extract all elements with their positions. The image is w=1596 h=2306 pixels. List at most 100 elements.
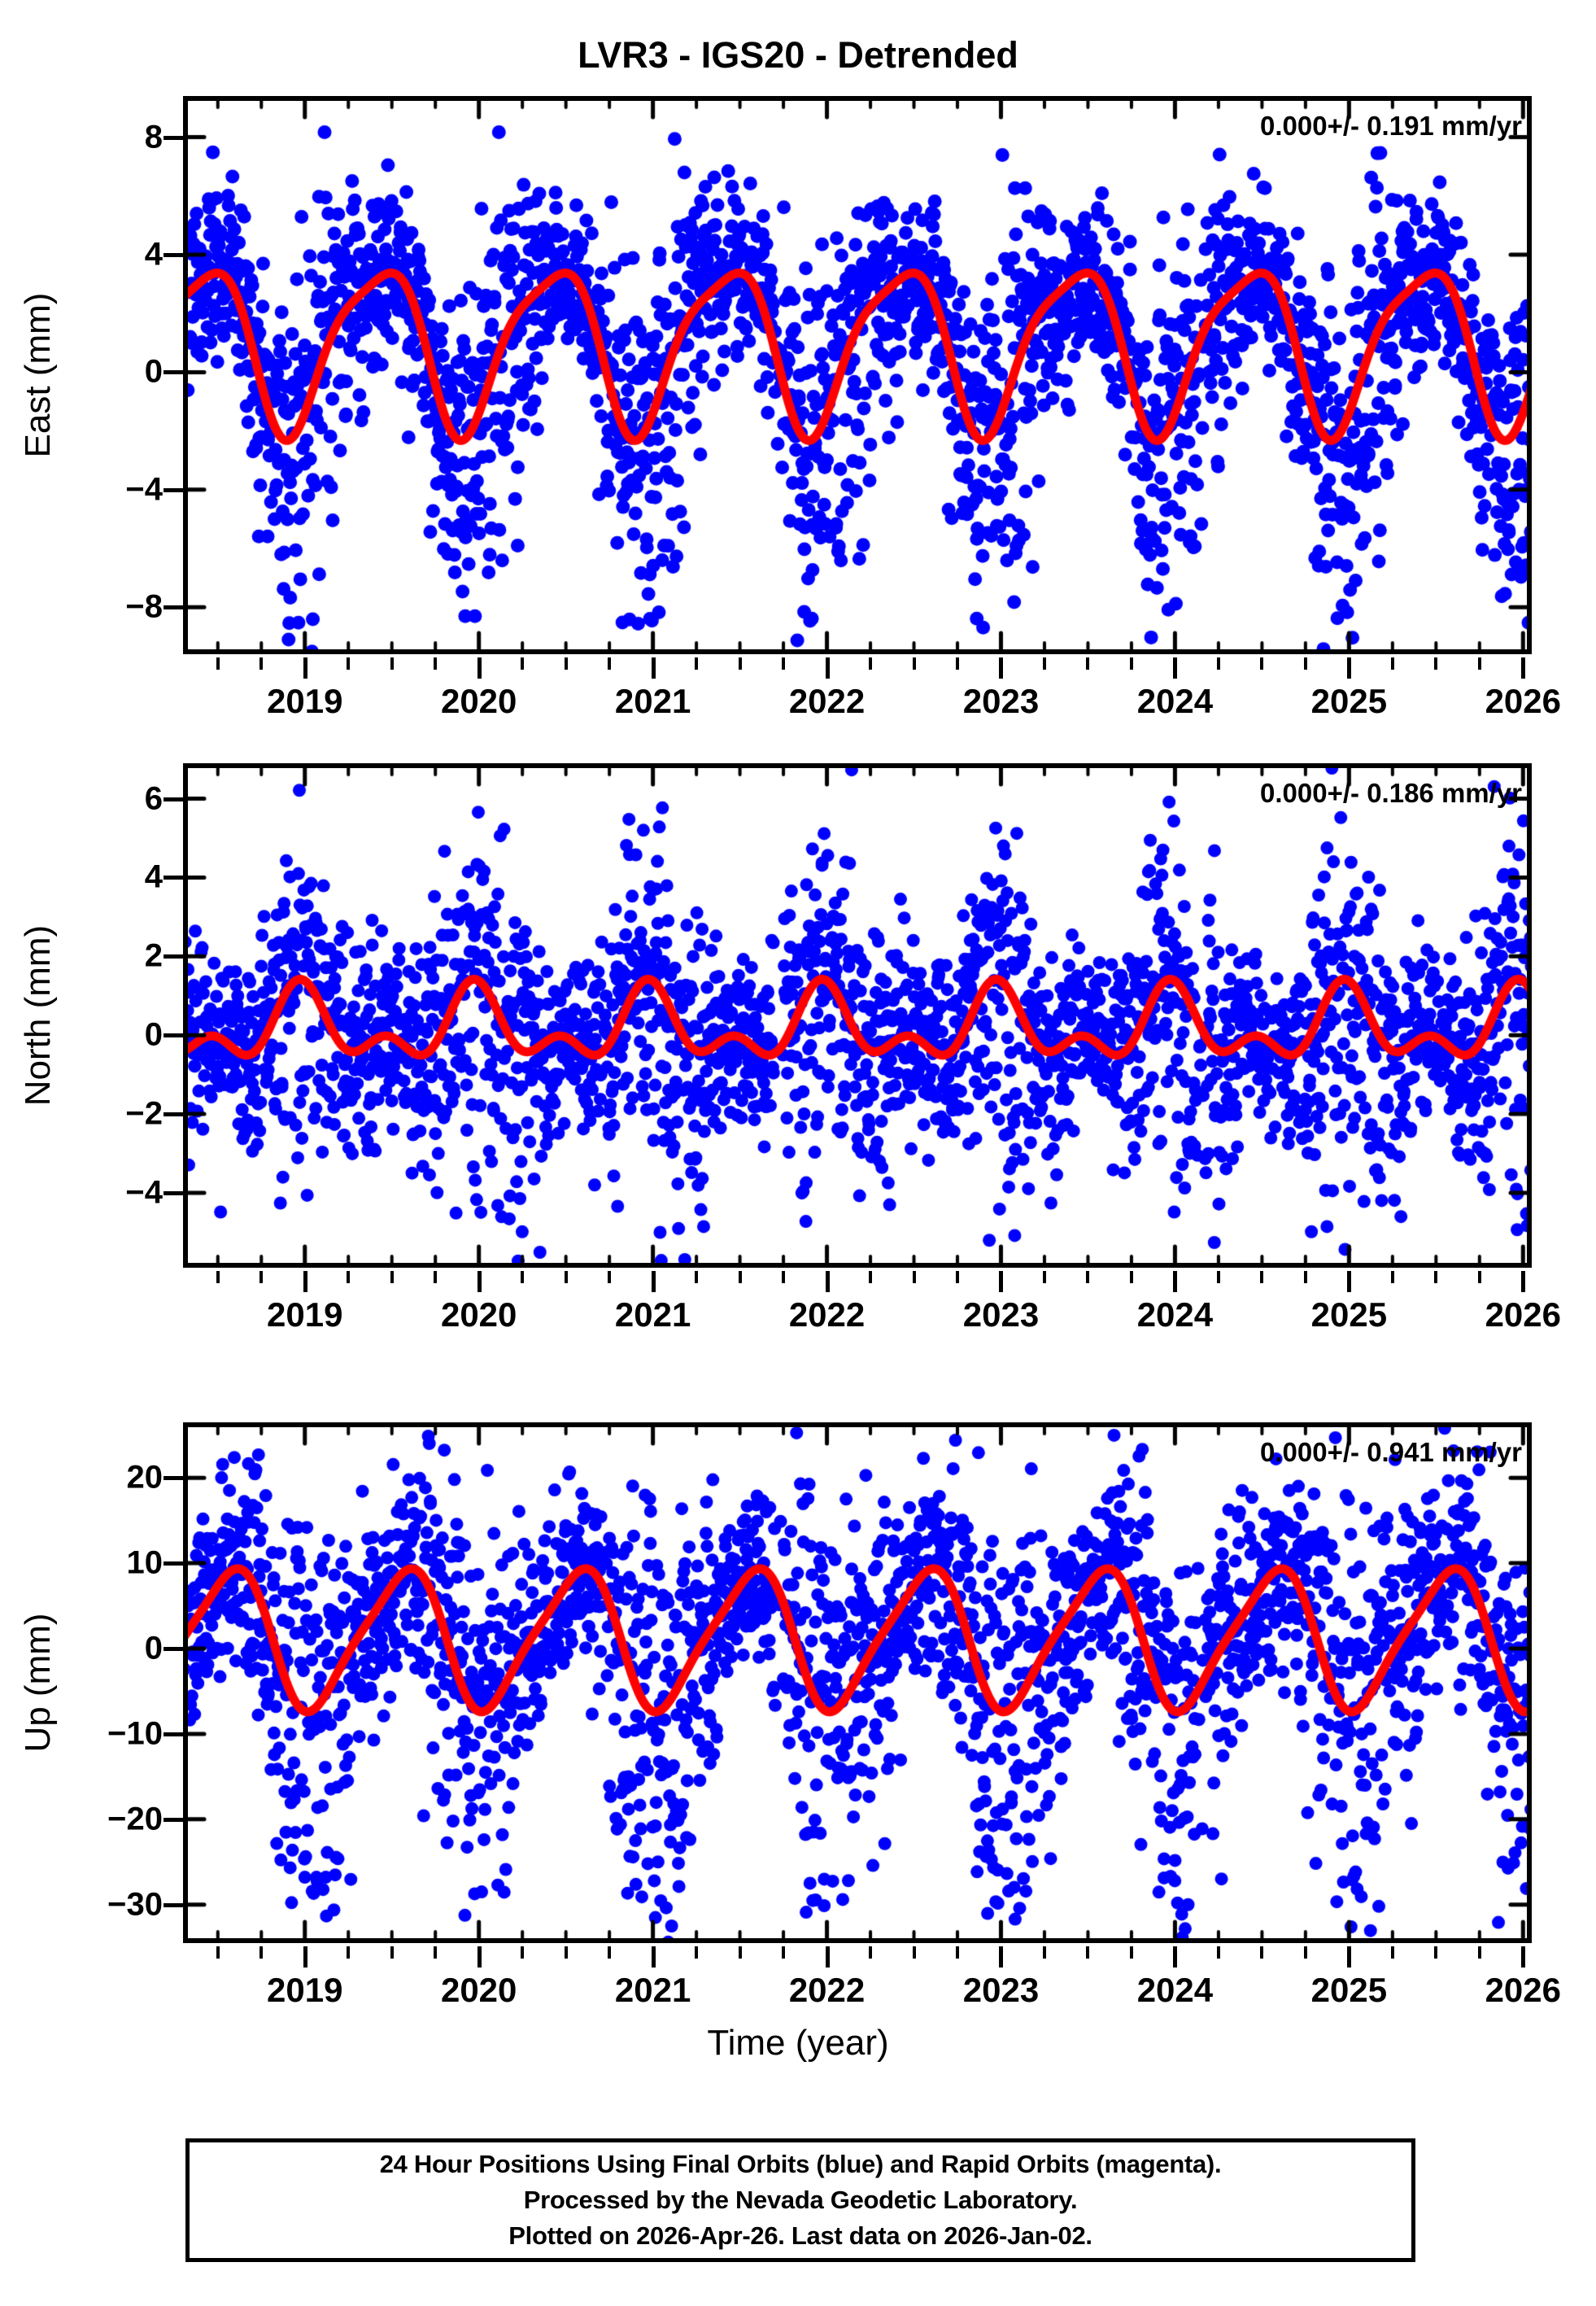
y-tick-label: 20: [126, 1459, 164, 1496]
y-tick-label: −8: [125, 588, 163, 625]
x-tick-label: 2020: [440, 682, 517, 720]
x-minor-tick-mark: [695, 1946, 699, 1959]
x-minor-tick-mark: [869, 1946, 873, 1959]
x-minor-tick-mark: [1129, 1271, 1133, 1283]
y-tick-label: −2: [125, 1095, 163, 1132]
x-minor-tick-mark: [347, 1946, 351, 1959]
x-tick-mark: [477, 1271, 482, 1292]
caption-box: 24 Hour Positions Using Final Orbits (bl…: [185, 2138, 1415, 2262]
x-minor-tick-mark: [608, 657, 612, 670]
x-tick-label: 2026: [1485, 682, 1562, 720]
x-minor-tick-mark: [1216, 657, 1220, 670]
y-tick-mark: [164, 1190, 183, 1195]
x-minor-tick-mark: [1042, 657, 1046, 670]
x-tick-label: 2021: [614, 1295, 691, 1334]
x-minor-tick-mark: [738, 1271, 742, 1283]
y-tick-label: 4: [144, 236, 163, 273]
x-minor-tick-mark: [1129, 1946, 1133, 1959]
y-tick-label: 8: [144, 119, 163, 155]
x-minor-tick-mark: [1303, 657, 1307, 670]
y-tick-label: 10: [126, 1544, 164, 1581]
x-minor-tick-mark: [564, 657, 568, 670]
x-minor-tick-mark: [1390, 1271, 1394, 1283]
panel-east: [183, 96, 1532, 654]
x-minor-tick-mark: [521, 1271, 525, 1283]
x-minor-tick-mark: [564, 1946, 568, 1959]
y-tick-mark: [164, 797, 183, 801]
x-minor-tick-mark: [1129, 657, 1133, 670]
x-tick-mark: [1173, 1271, 1178, 1292]
x-minor-tick-mark: [216, 657, 220, 670]
panel-east-plot-area: [183, 96, 1532, 654]
x-tick-mark: [825, 1271, 830, 1292]
x-tick-mark: [999, 1946, 1004, 1968]
page-title: LVR3 - IGS20 - Detrended: [578, 34, 1018, 76]
x-tick-mark: [303, 657, 307, 679]
x-tick-label: 2023: [962, 1971, 1040, 2009]
panel-north: [183, 763, 1532, 1268]
x-tick-label: 2022: [788, 682, 866, 720]
y-tick-mark: [164, 487, 183, 492]
x-tick-label: 2020: [440, 1971, 517, 2009]
y-tick-mark: [164, 1561, 183, 1566]
x-tick-mark: [825, 1946, 830, 1968]
y-tick-mark: [164, 1902, 183, 1907]
x-minor-tick-mark: [1260, 1271, 1264, 1283]
x-tick-label: 2025: [1310, 1295, 1388, 1334]
x-tick-label: 2024: [1136, 1971, 1214, 2009]
x-minor-tick-mark: [1042, 1271, 1046, 1283]
x-tick-label: 2019: [267, 1971, 343, 2009]
x-tick-mark: [651, 657, 656, 679]
panel-east-rate-label: 0.000+/- 0.191 mm/yr: [1260, 111, 1522, 141]
x-tick-mark: [1347, 1271, 1352, 1292]
x-minor-tick-mark: [738, 1946, 742, 1959]
x-tick-mark: [1521, 1946, 1526, 1968]
y-tick-label: 2: [144, 937, 163, 974]
x-minor-tick-mark: [956, 1271, 959, 1283]
x-minor-tick-mark: [782, 657, 786, 670]
y-tick-mark: [164, 1817, 183, 1822]
x-minor-tick-mark: [216, 1946, 220, 1959]
x-minor-tick-mark: [912, 1271, 916, 1283]
caption-line-2: Processed by the Nevada Geodetic Laborat…: [523, 2186, 1078, 2214]
x-tick-mark: [999, 1271, 1004, 1292]
y-tick-mark: [164, 1732, 183, 1736]
x-tick-label: 2021: [614, 1971, 691, 2009]
x-minor-tick-mark: [347, 1271, 351, 1283]
x-minor-tick-mark: [390, 1271, 394, 1283]
y-tick-label: 6: [144, 780, 163, 817]
x-minor-tick-mark: [521, 657, 525, 670]
x-tick-label: 2026: [1485, 1971, 1562, 2009]
x-minor-tick-mark: [738, 657, 742, 670]
panel-north-y-axis-label: North (mm): [18, 924, 58, 1107]
panel-north-rate-label: 0.000+/- 0.186 mm/yr: [1260, 778, 1522, 808]
x-minor-tick-mark: [521, 1946, 525, 1959]
x-tick-label: 2023: [962, 682, 1040, 720]
x-tick-mark: [1347, 1946, 1352, 1968]
x-minor-tick-mark: [1216, 1946, 1220, 1959]
x-minor-tick-mark: [1390, 657, 1394, 670]
x-tick-label: 2020: [440, 1295, 517, 1334]
x-minor-tick-mark: [1477, 657, 1481, 670]
x-tick-mark: [825, 657, 830, 679]
x-minor-tick-mark: [1477, 1271, 1481, 1283]
panel-north-plot-area: [183, 763, 1532, 1268]
x-tick-label: 2022: [788, 1295, 866, 1334]
panel-up-plot-area: [183, 1422, 1532, 1943]
y-tick-label: 4: [144, 858, 163, 895]
x-minor-tick-mark: [259, 657, 264, 670]
x-minor-tick-mark: [390, 1946, 394, 1959]
x-minor-tick-mark: [564, 1271, 568, 1283]
x-minor-tick-mark: [608, 1946, 612, 1959]
x-minor-tick-mark: [956, 657, 959, 670]
x-minor-tick-mark: [1434, 657, 1438, 670]
x-tick-label: 2025: [1310, 682, 1388, 720]
y-tick-mark: [164, 876, 183, 880]
y-tick-mark: [164, 252, 183, 257]
y-tick-label: 0: [144, 1630, 163, 1666]
x-tick-label: 2022: [788, 1971, 866, 2009]
x-tick-label: 2023: [962, 1295, 1040, 1334]
x-tick-label: 2024: [1136, 682, 1214, 720]
x-minor-tick-mark: [390, 657, 394, 670]
y-tick-mark: [164, 1033, 183, 1038]
